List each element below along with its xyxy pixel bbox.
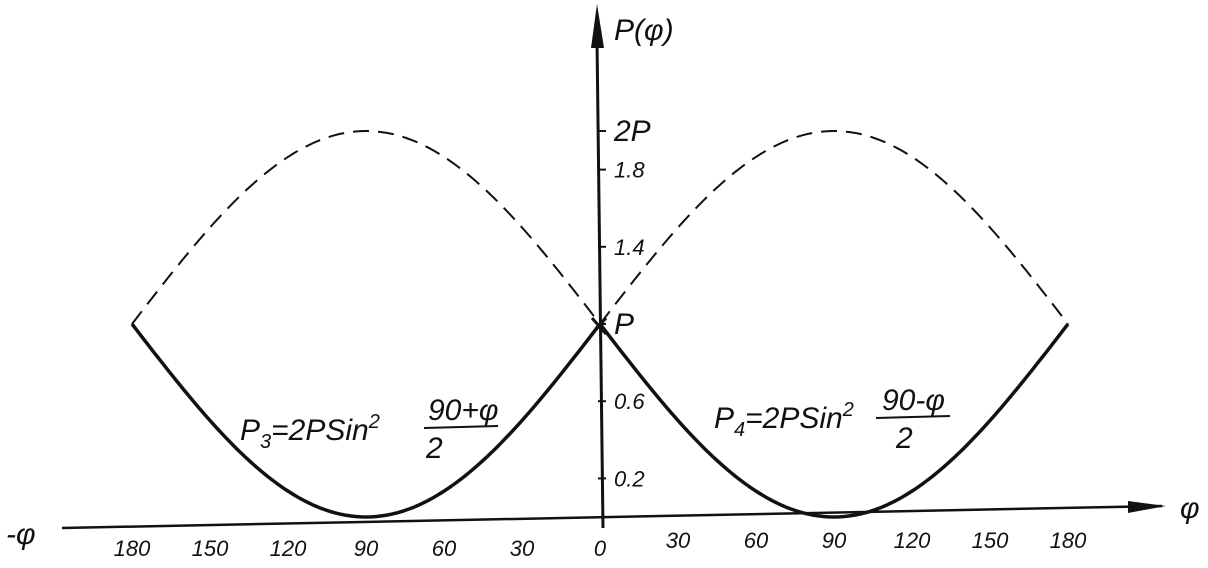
x-axis-negative-label: -φ	[6, 518, 36, 551]
x-tick-label-pos-120: 120	[894, 528, 931, 553]
formula-p4-lhs: P	[714, 402, 734, 435]
series-p4-right-curve	[598, 322, 1070, 519]
series-layer	[130, 129, 1070, 519]
formula-p3-numerator: 90+φ	[428, 394, 498, 427]
y-tick-label-0: 0.2	[614, 466, 645, 491]
x-axis-label: φ	[1180, 492, 1200, 525]
y-tick-label-3: 1.4	[614, 235, 645, 260]
formula-p3-fraction-bar	[423, 425, 499, 429]
formula-p3-power: 2	[368, 411, 380, 433]
formula-p3-rhs: =2PSin	[271, 414, 369, 447]
formula-p4-fraction-bar	[875, 415, 951, 419]
x-ticks: 180 150 120 90 60 30 0 30 60 90 120 150 180	[114, 528, 1087, 561]
x-tick-label-neg-60: 60	[432, 536, 457, 561]
x-tick-label-pos-150: 150	[972, 528, 1009, 553]
x-axis-arrow	[1128, 501, 1166, 513]
y-tick-label-5: 2P	[613, 115, 651, 148]
formula-p4-rhs: =2PSin	[745, 402, 843, 435]
formula-p4-denominator: 2	[895, 422, 913, 455]
formula-p3-denominator: 2	[425, 432, 443, 465]
x-tick-label-neg-150: 150	[192, 536, 229, 561]
formula-p3: P3=2PSin2 90+φ 2	[240, 394, 498, 465]
formula-p4-sub: 4	[734, 419, 745, 441]
y-ticks: 0.2 0.6 P 1.4 1.8 2P	[598, 115, 651, 491]
x-axis-line	[61, 504, 1163, 530]
formula-p4-numerator: 90-φ	[882, 384, 945, 417]
x-tick-label-pos-30: 30	[666, 528, 691, 553]
x-tick-label-pos-90: 90	[822, 528, 847, 553]
y-axis-arrow	[591, 4, 604, 48]
series-p4-left-curve	[131, 129, 601, 325]
x-tick-label-neg-180: 180	[114, 536, 151, 561]
x-tick-label-neg-30: 30	[510, 536, 535, 561]
formula-p4: P4=2PSin2 90-φ 2	[714, 384, 951, 455]
formula-p4-power: 2	[842, 399, 854, 421]
series-p3-left-curve	[130, 322, 602, 519]
x-tick-label-neg-120: 120	[270, 536, 307, 561]
formula-p3-lhs: P	[240, 414, 260, 447]
y-tick-label-4: 1.8	[614, 158, 645, 183]
formula-p3-sub: 3	[260, 431, 271, 453]
series-p3-right-curve	[599, 129, 1069, 325]
y-axis-line	[595, 39, 605, 529]
svg-text:P4=2PSin2: P4=2PSin2	[714, 399, 854, 441]
y-axis-label: P(φ)	[614, 14, 674, 47]
x-tick-label-neg-90: 90	[354, 536, 379, 561]
y-tick-label-2: P	[614, 308, 634, 341]
y-tick-label-1: 0.6	[614, 389, 645, 414]
x-tick-label-pos-60: 60	[744, 528, 769, 553]
x-tick-label-zero: 0	[594, 536, 607, 561]
svg-text:P3=2PSin2: P3=2PSin2	[240, 411, 380, 453]
x-tick-label-pos-180: 180	[1050, 528, 1087, 553]
crossing-mark	[590, 317, 608, 335]
